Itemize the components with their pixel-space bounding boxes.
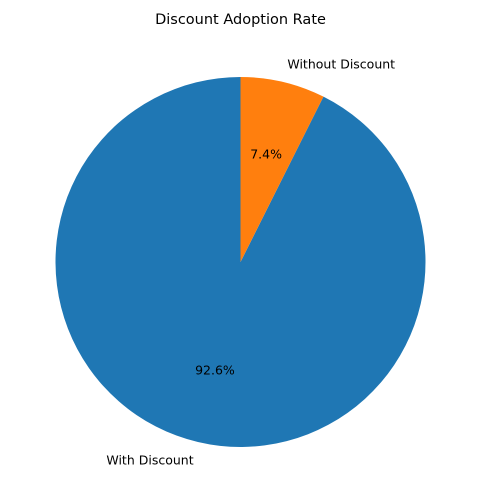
pie-slice-2 xyxy=(240,77,324,262)
slice-percent-1: 92.6% xyxy=(195,363,235,378)
slice-percent-labels: 92.6% 7.4% xyxy=(195,146,282,377)
slice-percent-2: 7.4% xyxy=(250,146,282,161)
slice-label-1: With Discount xyxy=(106,453,193,468)
slice-label-2: Without Discount xyxy=(287,56,395,71)
slice-labels: With Discount Without Discount xyxy=(106,56,395,467)
pie-slices xyxy=(55,77,426,447)
chart-title: Discount Adoption Rate xyxy=(155,12,326,28)
